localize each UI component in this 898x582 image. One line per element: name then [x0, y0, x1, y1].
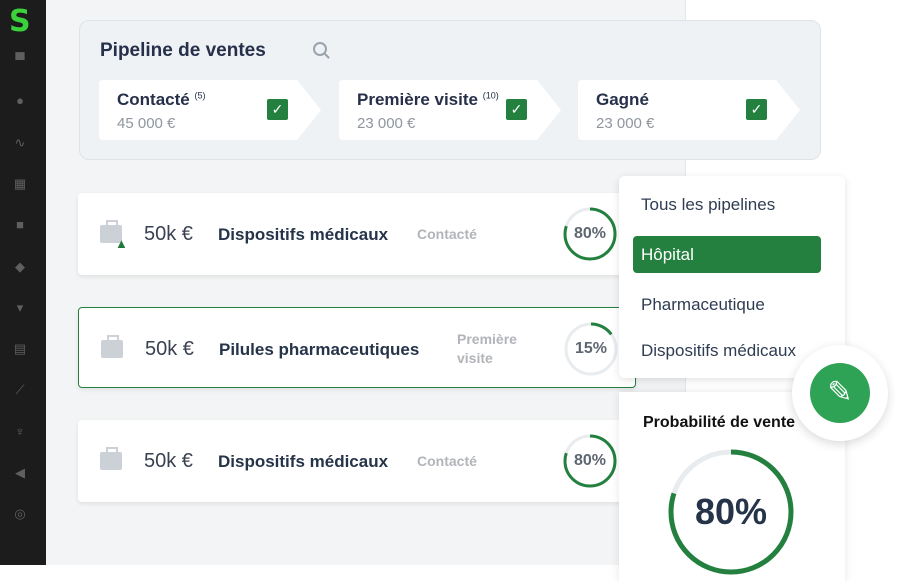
- deal-row[interactable]: 50k € Dispositifs médicaux Contacté 80%: [78, 420, 640, 502]
- tag-icon[interactable]: ◆: [15, 258, 25, 274]
- deal-title: Pilules pharmaceutiques: [219, 340, 420, 359]
- store-icon[interactable]: ▀: [15, 52, 25, 67]
- dropdown-item-pharmaceutique[interactable]: Pharmaceutique: [641, 295, 765, 314]
- activity-icon[interactable]: ∿: [14, 134, 26, 150]
- document-icon[interactable]: ▤: [13, 341, 27, 357]
- deal-probability-ring: [563, 207, 617, 261]
- stage-amount: 23 000 €: [357, 115, 416, 132]
- stage-1[interactable]: Première visite (10) 23 000 € ✓: [339, 80, 561, 140]
- stage-name: Gagné: [596, 90, 649, 109]
- chart-icon[interactable]: ⟋: [15, 382, 25, 398]
- briefcase-icon: [100, 220, 122, 243]
- briefcase-icon: [100, 447, 122, 470]
- calendar-icon[interactable]: ▦: [13, 175, 27, 191]
- deal-value: 50k €: [145, 338, 194, 360]
- dropdown-item-dispositifs[interactable]: Dispositifs médicaux: [641, 341, 796, 360]
- page-title: Pipeline de ventes: [100, 40, 266, 61]
- briefcase-icon[interactable]: ■: [16, 217, 24, 233]
- probability-value: 80%: [694, 491, 768, 532]
- deal-value: 50k €: [144, 450, 193, 472]
- deal-ring-fill: [563, 434, 617, 488]
- deal-status: Première visite: [457, 331, 517, 366]
- dropdown-item-all[interactable]: Tous les pipelines: [641, 195, 776, 214]
- deal-probability: 80%: [573, 225, 607, 242]
- probability-ring: [668, 449, 794, 575]
- pipeline-card: Pipeline de ventes Contacté (5) 45 000 €…: [79, 20, 821, 160]
- deal-status: Contacté: [417, 226, 477, 242]
- deal-ring-fill: [563, 207, 617, 261]
- stage-0[interactable]: Contacté (5) 45 000 € ✓: [99, 80, 321, 140]
- user-icon[interactable]: ●: [16, 93, 24, 109]
- deal-probability-ring: [563, 434, 617, 488]
- deal-row[interactable]: 50k € Pilules pharmaceutiques Première v…: [78, 307, 636, 388]
- cart-icon[interactable]: ▾: [16, 299, 24, 315]
- stage-checkbox[interactable]: ✓: [267, 99, 288, 120]
- briefcase-icon: [101, 335, 123, 358]
- deal-probability-ring: [564, 322, 618, 376]
- deal-ring-fill: [564, 322, 618, 376]
- stage-amount: 23 000 €: [596, 115, 655, 132]
- stage-amount: 45 000 €: [117, 115, 176, 132]
- stage-2[interactable]: Gagné 23 000 € ✓: [578, 80, 800, 140]
- trophy-icon[interactable]: ♆: [15, 423, 25, 439]
- stage-name: Première visite (10): [357, 90, 499, 109]
- deal-probability: 15%: [574, 340, 608, 357]
- stage-checkbox[interactable]: ✓: [746, 99, 767, 120]
- deal-title: Dispositifs médicaux: [218, 452, 389, 471]
- deal-title: Dispositifs médicaux: [218, 225, 389, 244]
- megaphone-icon[interactable]: ◀: [15, 465, 25, 480]
- probability-panel: Probabilité de vente 80%: [619, 392, 845, 582]
- probability-ring-fill: [668, 449, 794, 575]
- dropdown-item-hopital[interactable]: Hôpital: [633, 236, 821, 273]
- sidebar: S ▀ ● ∿ ▦ ■ ◆ ▾ ▤ ⟋ ♆ ◀ ◎: [0, 0, 46, 565]
- deal-status: Contacté: [417, 453, 477, 469]
- search-icon[interactable]: [313, 42, 327, 56]
- logo: S: [9, 4, 31, 39]
- pencil-icon: ✎: [810, 363, 870, 423]
- stage-name: Contacté (5): [117, 90, 206, 109]
- edit-button[interactable]: ✎: [792, 345, 888, 441]
- target-icon[interactable]: ◎: [14, 506, 26, 522]
- deal-value: 50k €: [144, 223, 193, 245]
- deal-probability: 80%: [573, 452, 607, 469]
- warning-icon: ▲: [115, 236, 128, 251]
- deal-row[interactable]: ▲ 50k € Dispositifs médicaux Contacté 80…: [78, 193, 640, 275]
- probability-title: Probabilité de vente: [643, 414, 796, 431]
- pipeline-dropdown: Tous les pipelines Hôpital Pharmaceutiqu…: [619, 176, 845, 378]
- stage-checkbox[interactable]: ✓: [506, 99, 527, 120]
